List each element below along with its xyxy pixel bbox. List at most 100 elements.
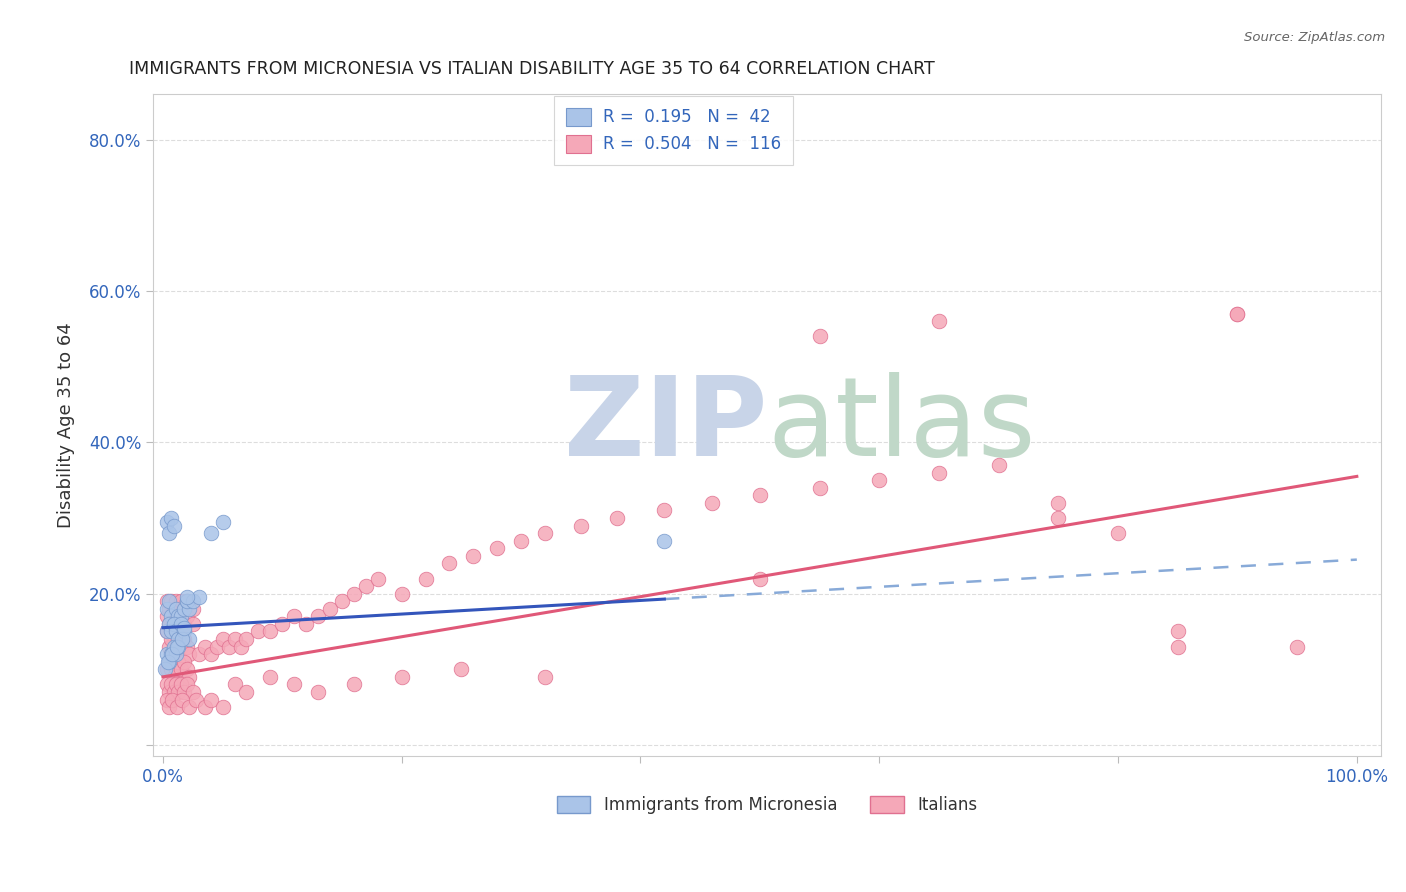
Point bbox=[748, 488, 770, 502]
Point bbox=[157, 685, 180, 699]
Point bbox=[928, 314, 950, 328]
Point bbox=[160, 609, 183, 624]
Point bbox=[176, 591, 198, 605]
Point bbox=[155, 692, 177, 706]
Point bbox=[166, 700, 188, 714]
Point bbox=[181, 601, 204, 615]
Point bbox=[307, 685, 329, 699]
Point bbox=[155, 624, 177, 639]
Point bbox=[176, 662, 198, 676]
Point bbox=[163, 647, 186, 661]
Point bbox=[160, 594, 183, 608]
Point bbox=[170, 594, 193, 608]
Point bbox=[1226, 307, 1249, 321]
Point bbox=[1167, 640, 1189, 654]
Point bbox=[157, 655, 180, 669]
Point bbox=[173, 601, 195, 615]
Point bbox=[155, 647, 177, 661]
Point bbox=[160, 511, 183, 525]
Text: Source: ZipAtlas.com: Source: ZipAtlas.com bbox=[1244, 31, 1385, 45]
Point bbox=[654, 533, 676, 548]
Point bbox=[200, 647, 222, 661]
Point bbox=[160, 624, 183, 639]
Point bbox=[163, 601, 186, 615]
Text: ZIP: ZIP bbox=[564, 372, 768, 479]
Point bbox=[167, 685, 190, 699]
Point bbox=[167, 632, 190, 646]
Point bbox=[181, 616, 204, 631]
Point bbox=[247, 624, 270, 639]
Point bbox=[155, 594, 177, 608]
Point bbox=[186, 692, 208, 706]
Point bbox=[187, 591, 209, 605]
Point bbox=[165, 640, 187, 654]
Point bbox=[486, 541, 509, 556]
Point bbox=[163, 518, 186, 533]
Point bbox=[176, 594, 198, 608]
Point bbox=[155, 624, 177, 639]
Point bbox=[155, 515, 177, 529]
Point bbox=[307, 609, 329, 624]
Point bbox=[165, 677, 187, 691]
Point bbox=[156, 655, 179, 669]
Point bbox=[173, 616, 195, 631]
Point bbox=[166, 640, 188, 654]
Point bbox=[211, 515, 233, 529]
Point bbox=[229, 640, 252, 654]
Point bbox=[163, 640, 186, 654]
Point bbox=[179, 700, 201, 714]
Point bbox=[170, 662, 193, 676]
Point bbox=[160, 624, 183, 639]
Point bbox=[181, 594, 204, 608]
Point bbox=[167, 632, 190, 646]
Point bbox=[155, 601, 177, 615]
Point bbox=[1167, 624, 1189, 639]
Point bbox=[439, 557, 461, 571]
Point bbox=[167, 655, 190, 669]
Point bbox=[928, 466, 950, 480]
Point bbox=[176, 594, 198, 608]
Point bbox=[173, 624, 195, 639]
Point bbox=[173, 655, 195, 669]
Point bbox=[160, 677, 183, 691]
Point bbox=[179, 647, 201, 661]
Point bbox=[187, 647, 209, 661]
Point bbox=[205, 640, 228, 654]
Text: IMMIGRANTS FROM MICRONESIA VS ITALIAN DISABILITY AGE 35 TO 64 CORRELATION CHART: IMMIGRANTS FROM MICRONESIA VS ITALIAN DI… bbox=[129, 60, 935, 78]
Point bbox=[224, 632, 246, 646]
Point bbox=[163, 685, 186, 699]
Point bbox=[155, 662, 177, 676]
Point bbox=[330, 594, 353, 608]
Point bbox=[157, 594, 180, 608]
Point bbox=[155, 609, 177, 624]
Point bbox=[165, 624, 187, 639]
Point bbox=[179, 670, 201, 684]
Point bbox=[211, 632, 233, 646]
Point bbox=[157, 700, 180, 714]
Point bbox=[163, 609, 186, 624]
Point bbox=[157, 601, 180, 615]
Point bbox=[534, 526, 557, 541]
Point bbox=[211, 700, 233, 714]
Point bbox=[179, 632, 201, 646]
Point bbox=[176, 677, 198, 691]
Point bbox=[165, 601, 187, 615]
Point bbox=[1286, 640, 1309, 654]
Point bbox=[165, 616, 187, 631]
Point bbox=[354, 579, 377, 593]
Point bbox=[176, 594, 198, 608]
Point bbox=[415, 572, 437, 586]
Point bbox=[463, 549, 485, 563]
Point bbox=[160, 662, 183, 676]
Point bbox=[162, 692, 184, 706]
Point bbox=[283, 609, 305, 624]
Point bbox=[170, 609, 193, 624]
Point bbox=[173, 601, 195, 615]
Point bbox=[259, 670, 281, 684]
Point bbox=[179, 601, 201, 615]
Point bbox=[194, 640, 217, 654]
Point bbox=[157, 616, 180, 631]
Point bbox=[173, 621, 195, 635]
Point bbox=[606, 511, 628, 525]
Point bbox=[748, 572, 770, 586]
